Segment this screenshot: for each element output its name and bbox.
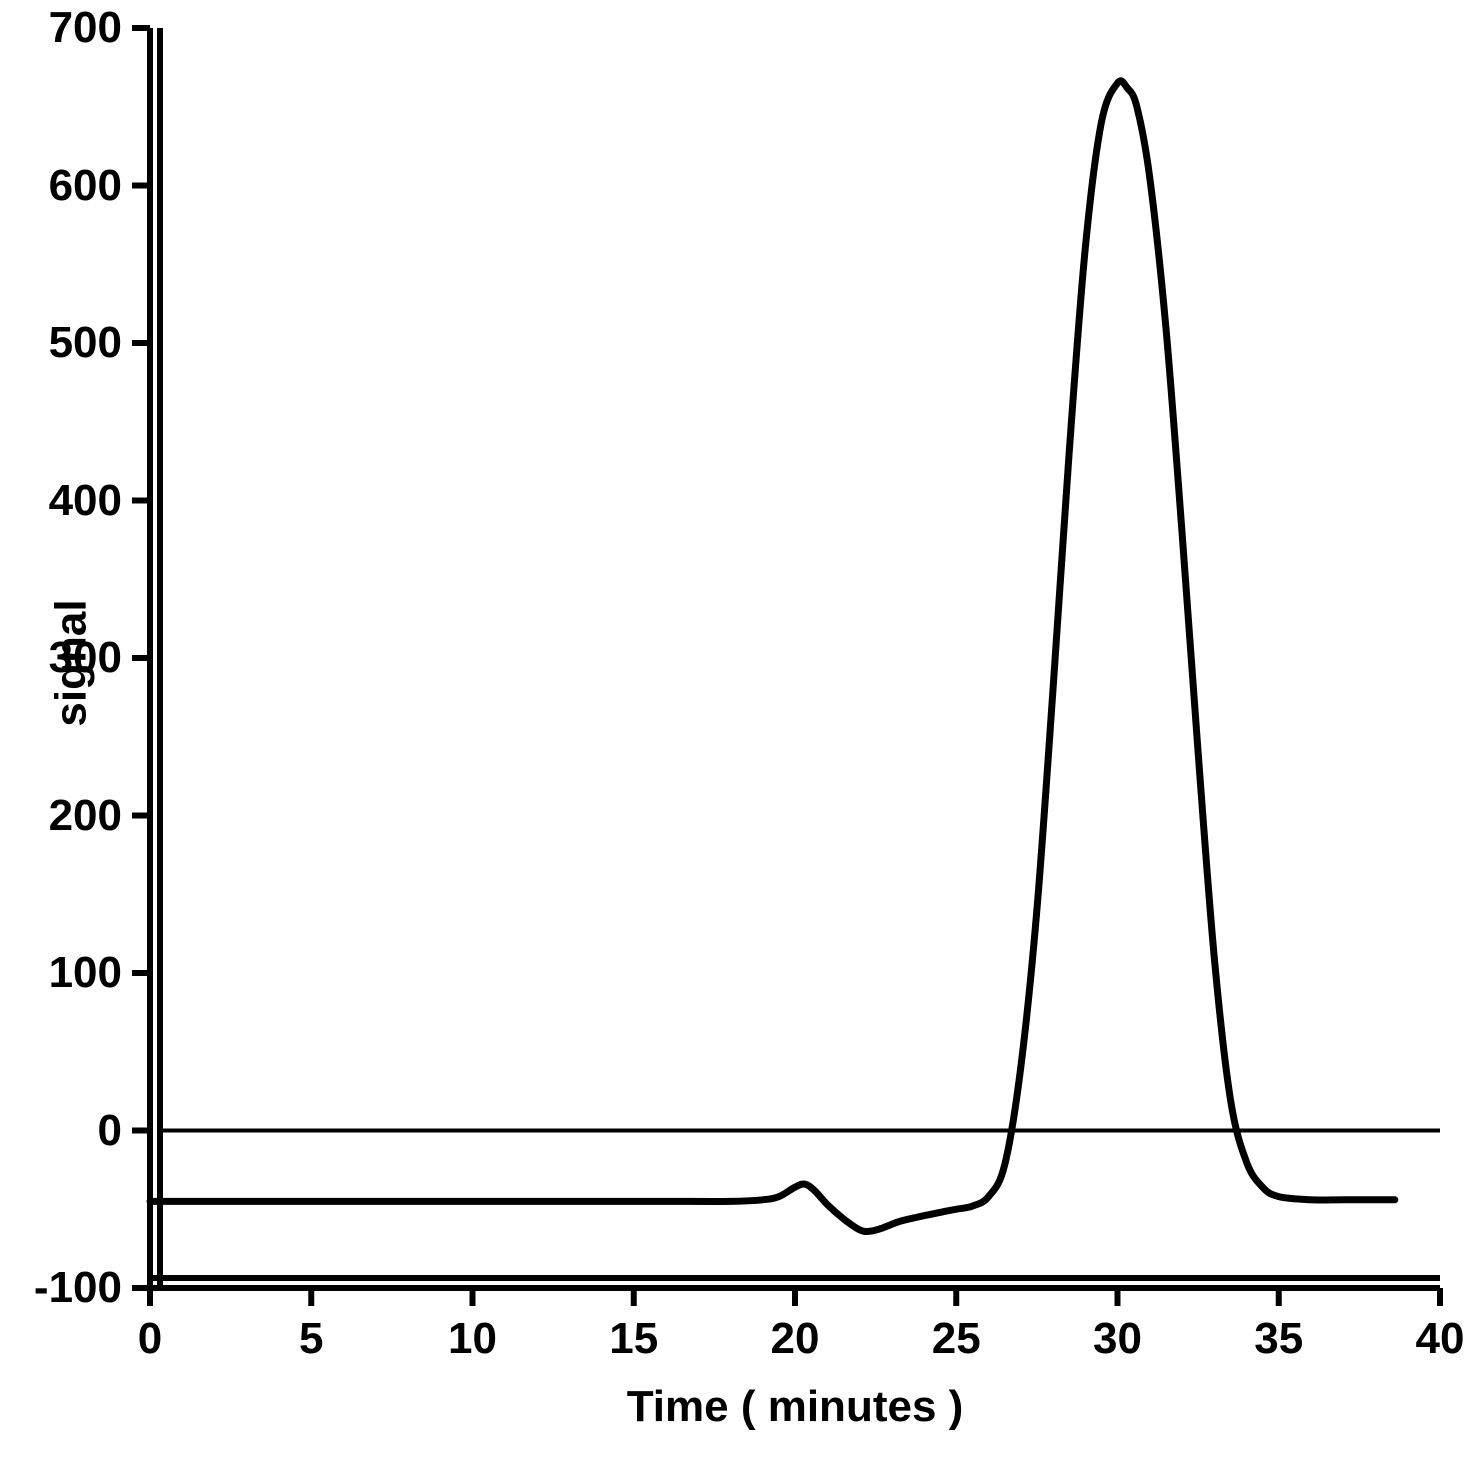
y-tick-label: 200	[49, 791, 122, 841]
y-tick-label: 0	[98, 1106, 122, 1156]
y-tick-label: 500	[49, 318, 122, 368]
x-tick-label: 20	[771, 1314, 820, 1364]
x-tick-label: 25	[932, 1314, 981, 1364]
y-tick-label: 700	[49, 3, 122, 53]
x-tick-label: 35	[1254, 1314, 1303, 1364]
x-tick-label: 10	[448, 1314, 497, 1364]
y-tick-label: 100	[49, 948, 122, 998]
y-tick-label: 600	[49, 161, 122, 211]
chromatogram-chart	[0, 0, 1473, 1477]
y-tick-label: -100	[34, 1263, 122, 1313]
x-tick-label: 15	[609, 1314, 658, 1364]
chart-svg	[0, 0, 1473, 1472]
y-tick-label: 300	[49, 633, 122, 683]
x-tick-label: 30	[1093, 1314, 1142, 1364]
x-tick-label: 0	[138, 1314, 162, 1364]
x-tick-label: 5	[299, 1314, 323, 1364]
x-tick-label: 40	[1416, 1314, 1465, 1364]
x-axis-label: Time ( minutes )	[627, 1382, 964, 1432]
y-tick-label: 400	[49, 476, 122, 526]
